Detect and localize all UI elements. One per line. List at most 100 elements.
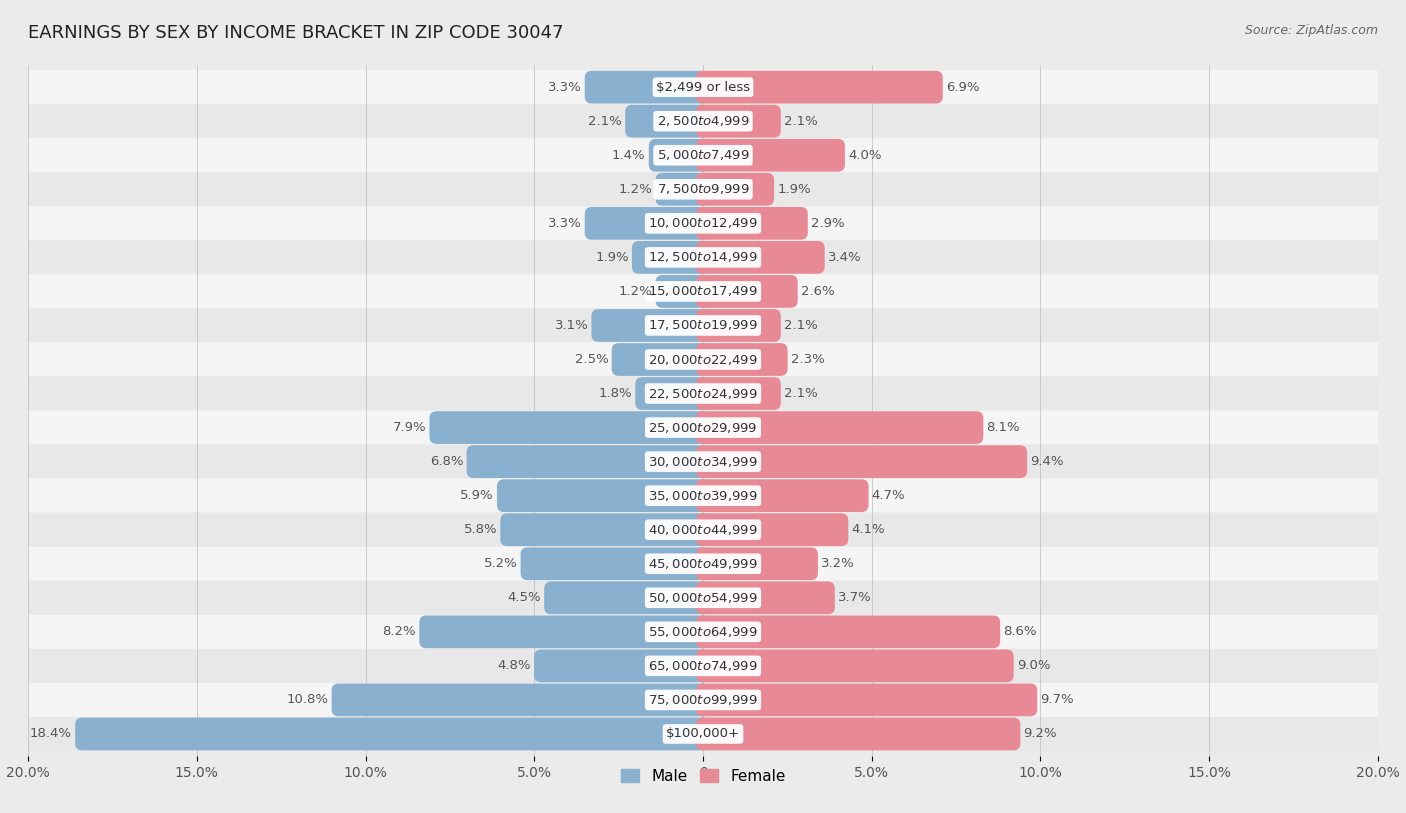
Text: $5,000 to $7,499: $5,000 to $7,499 — [657, 148, 749, 163]
Text: 8.1%: 8.1% — [987, 421, 1021, 434]
Text: $17,500 to $19,999: $17,500 to $19,999 — [648, 319, 758, 333]
Legend: Male, Female: Male, Female — [614, 763, 792, 790]
Text: 2.5%: 2.5% — [575, 353, 609, 366]
Text: $15,000 to $17,499: $15,000 to $17,499 — [648, 285, 758, 298]
FancyBboxPatch shape — [28, 411, 1378, 445]
Text: EARNINGS BY SEX BY INCOME BRACKET IN ZIP CODE 30047: EARNINGS BY SEX BY INCOME BRACKET IN ZIP… — [28, 24, 564, 42]
Text: 4.5%: 4.5% — [508, 591, 541, 604]
Text: $35,000 to $39,999: $35,000 to $39,999 — [648, 489, 758, 502]
FancyBboxPatch shape — [696, 615, 1000, 648]
FancyBboxPatch shape — [496, 480, 710, 512]
FancyBboxPatch shape — [592, 309, 710, 341]
FancyBboxPatch shape — [631, 241, 710, 274]
FancyBboxPatch shape — [28, 275, 1378, 308]
FancyBboxPatch shape — [28, 683, 1378, 717]
FancyBboxPatch shape — [648, 139, 710, 172]
FancyBboxPatch shape — [696, 684, 1038, 716]
Text: 8.2%: 8.2% — [382, 625, 416, 638]
FancyBboxPatch shape — [696, 547, 818, 580]
FancyBboxPatch shape — [28, 376, 1378, 411]
FancyBboxPatch shape — [655, 275, 710, 308]
FancyBboxPatch shape — [696, 718, 1021, 750]
Text: 7.9%: 7.9% — [392, 421, 426, 434]
FancyBboxPatch shape — [696, 309, 780, 341]
Text: $50,000 to $54,999: $50,000 to $54,999 — [648, 591, 758, 605]
Text: 2.9%: 2.9% — [811, 217, 845, 230]
Text: $12,500 to $14,999: $12,500 to $14,999 — [648, 250, 758, 264]
Text: $22,500 to $24,999: $22,500 to $24,999 — [648, 386, 758, 401]
Text: 4.7%: 4.7% — [872, 489, 905, 502]
Text: 10.8%: 10.8% — [287, 693, 329, 706]
Text: 4.8%: 4.8% — [498, 659, 531, 672]
FancyBboxPatch shape — [28, 172, 1378, 207]
Text: $65,000 to $74,999: $65,000 to $74,999 — [648, 659, 758, 673]
Text: 3.1%: 3.1% — [554, 319, 588, 332]
Text: 3.7%: 3.7% — [838, 591, 872, 604]
Text: 1.9%: 1.9% — [778, 183, 811, 196]
Text: 8.6%: 8.6% — [1004, 625, 1036, 638]
Text: $10,000 to $12,499: $10,000 to $12,499 — [648, 216, 758, 230]
FancyBboxPatch shape — [28, 717, 1378, 751]
Text: 2.1%: 2.1% — [785, 115, 818, 128]
FancyBboxPatch shape — [28, 649, 1378, 683]
FancyBboxPatch shape — [696, 343, 787, 376]
Text: 2.6%: 2.6% — [801, 285, 835, 298]
Text: 1.9%: 1.9% — [595, 251, 628, 264]
FancyBboxPatch shape — [696, 207, 808, 240]
FancyBboxPatch shape — [585, 71, 710, 103]
FancyBboxPatch shape — [28, 104, 1378, 138]
FancyBboxPatch shape — [28, 138, 1378, 172]
Text: 1.8%: 1.8% — [599, 387, 633, 400]
FancyBboxPatch shape — [544, 581, 710, 614]
Text: 18.4%: 18.4% — [30, 728, 72, 741]
FancyBboxPatch shape — [696, 275, 797, 308]
FancyBboxPatch shape — [626, 105, 710, 137]
FancyBboxPatch shape — [28, 546, 1378, 580]
Text: 2.1%: 2.1% — [785, 319, 818, 332]
Text: $20,000 to $22,499: $20,000 to $22,499 — [648, 353, 758, 367]
Text: Source: ZipAtlas.com: Source: ZipAtlas.com — [1244, 24, 1378, 37]
FancyBboxPatch shape — [696, 581, 835, 614]
FancyBboxPatch shape — [585, 207, 710, 240]
Text: 6.8%: 6.8% — [430, 455, 464, 468]
Text: 5.8%: 5.8% — [464, 524, 498, 537]
Text: $2,500 to $4,999: $2,500 to $4,999 — [657, 114, 749, 128]
FancyBboxPatch shape — [534, 650, 710, 682]
FancyBboxPatch shape — [696, 241, 825, 274]
Text: 5.2%: 5.2% — [484, 557, 517, 570]
Text: 2.1%: 2.1% — [588, 115, 621, 128]
Text: 1.2%: 1.2% — [619, 285, 652, 298]
Text: 4.1%: 4.1% — [852, 524, 886, 537]
FancyBboxPatch shape — [28, 70, 1378, 104]
FancyBboxPatch shape — [520, 547, 710, 580]
Text: 4.0%: 4.0% — [848, 149, 882, 162]
Text: $25,000 to $29,999: $25,000 to $29,999 — [648, 420, 758, 435]
Text: 2.3%: 2.3% — [790, 353, 824, 366]
Text: 1.4%: 1.4% — [612, 149, 645, 162]
FancyBboxPatch shape — [28, 241, 1378, 275]
FancyBboxPatch shape — [696, 105, 780, 137]
FancyBboxPatch shape — [696, 173, 775, 206]
Text: 3.3%: 3.3% — [548, 80, 582, 93]
FancyBboxPatch shape — [28, 445, 1378, 479]
Text: $30,000 to $34,999: $30,000 to $34,999 — [648, 454, 758, 468]
Text: 3.2%: 3.2% — [821, 557, 855, 570]
Text: 5.9%: 5.9% — [460, 489, 494, 502]
Text: $40,000 to $44,999: $40,000 to $44,999 — [648, 523, 758, 537]
FancyBboxPatch shape — [28, 207, 1378, 241]
FancyBboxPatch shape — [696, 411, 983, 444]
FancyBboxPatch shape — [75, 718, 710, 750]
Text: $100,000+: $100,000+ — [666, 728, 740, 741]
Text: 9.4%: 9.4% — [1031, 455, 1064, 468]
FancyBboxPatch shape — [696, 377, 780, 410]
FancyBboxPatch shape — [696, 446, 1028, 478]
FancyBboxPatch shape — [655, 173, 710, 206]
FancyBboxPatch shape — [429, 411, 710, 444]
FancyBboxPatch shape — [696, 71, 943, 103]
Text: 9.7%: 9.7% — [1040, 693, 1074, 706]
Text: 9.0%: 9.0% — [1017, 659, 1050, 672]
Text: $45,000 to $49,999: $45,000 to $49,999 — [648, 557, 758, 571]
FancyBboxPatch shape — [612, 343, 710, 376]
Text: $2,499 or less: $2,499 or less — [657, 80, 749, 93]
FancyBboxPatch shape — [696, 139, 845, 172]
